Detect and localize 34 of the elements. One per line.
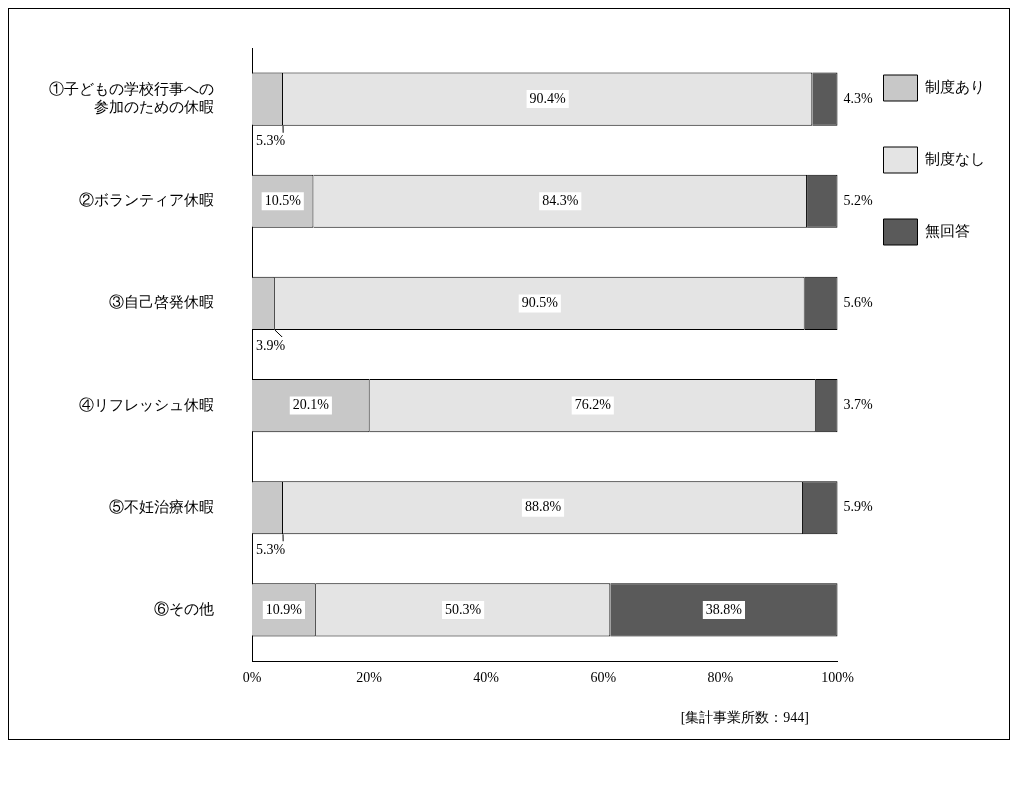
- y-tick-label: ⑤不妊治療休暇: [109, 498, 214, 515]
- legend-label: 無回答: [925, 222, 970, 239]
- x-tick-label: 60%: [590, 670, 617, 686]
- data-label: 5.6%: [843, 295, 873, 311]
- x-tick-label: 20%: [356, 670, 383, 686]
- y-tick-label: ⑥その他: [154, 600, 214, 617]
- x-tick-label: 80%: [707, 670, 734, 686]
- y-tick-label: ④リフレッシュ休暇: [79, 396, 214, 413]
- data-label: 84.3%: [542, 192, 579, 208]
- x-tick-label: 40%: [473, 670, 500, 686]
- data-label: 90.5%: [521, 295, 559, 311]
- data-label: 5.2%: [843, 192, 873, 208]
- data-label: 5.3%: [256, 133, 286, 149]
- y-tick-label: ①子どもの学校行事への参加のための休暇: [49, 81, 214, 116]
- data-label: 5.9%: [843, 499, 873, 515]
- data-label: 76.2%: [574, 397, 612, 413]
- data-label: 38.8%: [705, 601, 743, 617]
- x-tick-label: 100%: [821, 670, 855, 686]
- data-label: 88.8%: [524, 499, 562, 515]
- data-label: 90.4%: [529, 90, 567, 106]
- data-label: 5.3%: [256, 541, 286, 557]
- legend-label: 制度なし: [925, 150, 985, 167]
- data-label: 3.7%: [843, 397, 873, 413]
- data-label: 4.3%: [843, 90, 873, 106]
- data-label: 10.9%: [265, 601, 303, 617]
- data-label: 3.9%: [256, 337, 286, 353]
- y-tick-label: ②ボランティア休暇: [79, 192, 214, 209]
- data-label: 20.1%: [292, 397, 330, 413]
- legend-label: 制度あり: [925, 78, 985, 95]
- data-label: 10.5%: [264, 192, 302, 208]
- x-tick-label: 0%: [242, 670, 262, 686]
- text: [集計事業所数：944]: [679, 709, 810, 727]
- y-tick-label: ③自己啓発休暇: [109, 294, 214, 311]
- data-label: 50.3%: [444, 601, 482, 617]
